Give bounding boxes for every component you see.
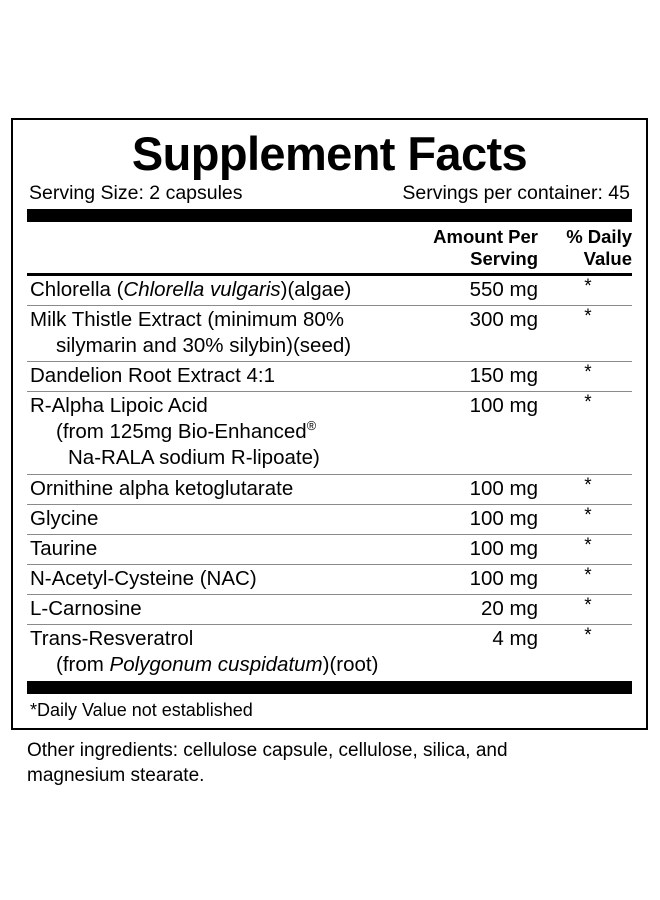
ingredient-name-text: R-Alpha Lipoic Acid <box>30 394 208 418</box>
ingredient-daily-value: * <box>584 474 592 496</box>
ingredient-name: R-Alpha Lipoic Acid (from 125mg Bio-Enha… <box>27 393 412 471</box>
subline-text: (from <box>56 652 110 676</box>
dv-header-line1: % Daily <box>566 226 632 248</box>
ingredient-name-text: Dandelion Root Extract 4:1 <box>30 364 275 388</box>
row-divider <box>27 563 632 565</box>
ingredient-name-text: N-Acetyl-Cysteine (NAC) <box>30 566 257 590</box>
ingredient-amount: 550 mg <box>469 278 538 302</box>
ingredient-daily-value: * <box>584 306 592 328</box>
ingredient-name: Milk Thistle Extract (minimum 80% silyma… <box>27 307 412 359</box>
other-ingredients-line-2: magnesium stearate. <box>27 765 205 787</box>
ingredient-name-subline-2: Na-RALA sodium R-lipoate) <box>68 446 320 470</box>
divider-thick-top <box>27 209 632 223</box>
serving-info-row: Serving Size: 2 capsules Servings per co… <box>27 179 632 208</box>
ingredient-name: L-Carnosine <box>27 596 412 622</box>
ingredient-name: N-Acetyl-Cysteine (NAC) <box>27 566 412 592</box>
row-divider <box>27 391 632 393</box>
registered-trademark-icon: ® <box>306 418 317 434</box>
ingredient-amount: 150 mg <box>469 364 538 388</box>
ingredient-amount: 4 mg <box>492 626 538 650</box>
ingredient-name: Glycine <box>27 506 412 532</box>
ingredient-amount: 100 mg <box>469 476 538 500</box>
table-row: N-Acetyl-Cysteine (NAC) 100 mg * <box>27 565 632 594</box>
table-row: Milk Thistle Extract (minimum 80% silyma… <box>27 306 632 361</box>
table-row: Chlorella (Chlorella vulgaris)(algae) 55… <box>27 276 632 305</box>
ingredient-amount: 100 mg <box>469 566 538 590</box>
ingredient-name-text: Ornithine alpha ketoglutarate <box>30 476 294 500</box>
ingredient-name-text: Glycine <box>30 506 99 530</box>
other-ingredients-line-1: Other ingredients: cellulose capsule, ce… <box>27 740 508 761</box>
ingredient-amount: 100 mg <box>469 536 538 560</box>
divider-below-headers <box>27 273 632 277</box>
serving-size-text: Serving Size: 2 capsules <box>29 182 243 204</box>
ingredient-latin-name: Polygonum cuspidatum <box>109 652 323 676</box>
row-divider <box>27 361 632 363</box>
ingredient-name-subline: silymarin and 30% silybin)(seed) <box>56 334 352 358</box>
amount-per-serving-header: Amount Per Serving <box>412 226 544 269</box>
table-row: Ornithine alpha ketoglutarate 100 mg * <box>27 475 632 504</box>
ingredient-name-subline: (from 125mg Bio-Enhanced® <box>30 419 412 445</box>
ingredient-amount: 300 mg <box>469 308 538 332</box>
row-divider <box>27 503 632 505</box>
column-header-row: Amount Per Serving % Daily Value <box>27 222 632 273</box>
row-divider <box>27 533 632 535</box>
row-divider <box>27 305 632 307</box>
table-row: Taurine 100 mg * <box>27 535 632 564</box>
subline-text: (from 125mg Bio-Enhanced <box>56 420 307 444</box>
ingredient-name: Chlorella (Chlorella vulgaris)(algae) <box>27 277 412 303</box>
ingredient-daily-value: * <box>584 276 592 298</box>
page-title: Supplement Facts <box>131 127 528 180</box>
ingredient-name: Taurine <box>27 536 412 562</box>
subline-tail: )(root) <box>322 652 379 676</box>
ingredient-name-text: Taurine <box>30 536 98 560</box>
ingredient-daily-value: * <box>584 534 592 556</box>
daily-value-header: % Daily Value <box>544 226 632 269</box>
table-row: Glycine 100 mg * <box>27 505 632 534</box>
ingredient-name-text: Trans-Resveratrol <box>30 626 194 650</box>
ingredient-daily-value: * <box>584 362 592 384</box>
ingredient-amount: 100 mg <box>469 506 538 530</box>
daily-value-footnote: *Daily Value not established <box>30 699 253 720</box>
servings-per-container-text: Servings per container: 45 <box>402 182 630 204</box>
ingredient-name-text: L-Carnosine <box>30 596 142 620</box>
ingredient-daily-value: * <box>584 504 592 526</box>
row-divider <box>27 473 632 475</box>
supplement-facts-panel: Supplement Facts Serving Size: 2 capsule… <box>11 118 648 731</box>
ingredient-name-text: Chlorella ( <box>30 278 124 302</box>
ingredient-daily-value: * <box>584 624 592 646</box>
ingredient-name-tail: )(algae) <box>280 278 352 302</box>
amount-header-line1: Amount Per <box>433 226 538 248</box>
ingredient-amount: 100 mg <box>469 394 538 418</box>
divider-thick-bottom <box>27 680 632 694</box>
table-row: R-Alpha Lipoic Acid (from 125mg Bio-Enha… <box>27 392 632 473</box>
ingredient-name-text: Milk Thistle Extract (minimum 80% <box>30 308 345 332</box>
ingredient-daily-value: * <box>584 392 592 414</box>
ingredient-name-subline: (from Polygonum cuspidatum)(root) <box>30 652 412 678</box>
ingredient-name: Dandelion Root Extract 4:1 <box>27 363 412 389</box>
ingredient-latin-name: Chlorella vulgaris <box>123 278 281 302</box>
ingredient-name: Trans-Resveratrol (from Polygonum cuspid… <box>27 626 412 678</box>
ingredient-amount: 20 mg <box>481 596 538 620</box>
table-row: L-Carnosine 20 mg * <box>27 595 632 624</box>
ingredient-daily-value: * <box>584 564 592 586</box>
other-ingredients-text: Other ingredients: cellulose capsule, ce… <box>27 738 627 788</box>
row-divider <box>27 593 632 595</box>
amount-header-line2: Serving <box>470 247 538 269</box>
ingredient-daily-value: * <box>584 594 592 616</box>
row-divider <box>27 623 632 625</box>
table-row: Trans-Resveratrol (from Polygonum cuspid… <box>27 625 632 680</box>
dv-header-line2: Value <box>583 247 632 269</box>
table-row: Dandelion Root Extract 4:1 150 mg * <box>27 362 632 391</box>
ingredient-name: Ornithine alpha ketoglutarate <box>27 476 412 502</box>
